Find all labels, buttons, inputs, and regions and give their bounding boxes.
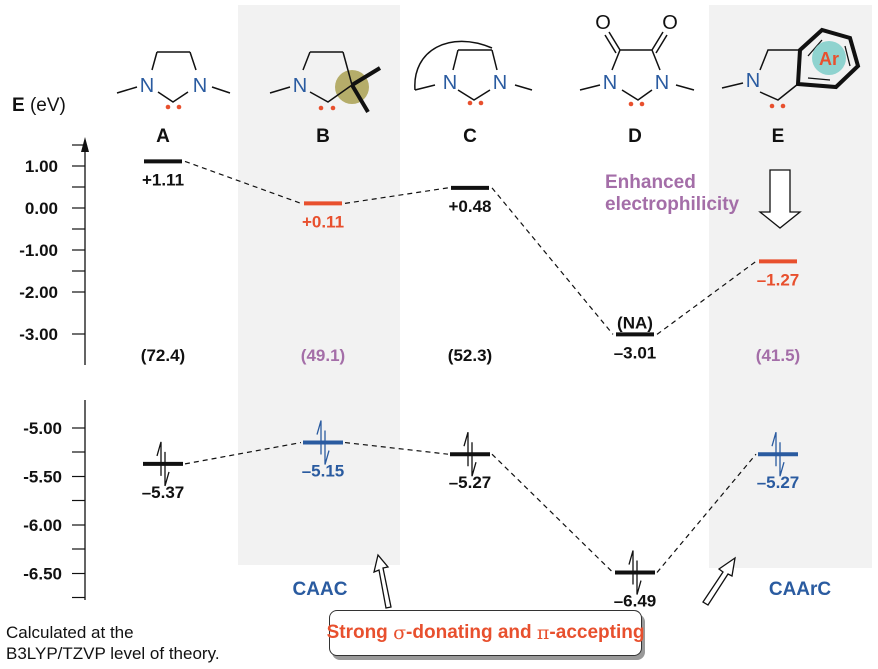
homo-connector bbox=[491, 453, 614, 573]
axis-tick-label: -1.00 bbox=[19, 241, 58, 260]
compound-label: E bbox=[772, 126, 785, 147]
molecule-d bbox=[579, 31, 695, 101]
svg-text:N: N bbox=[603, 72, 617, 94]
homo-value: –5.15 bbox=[302, 462, 345, 481]
compound-label: D bbox=[628, 126, 642, 147]
callout-text: Strong bbox=[326, 622, 394, 643]
axis-tick-label: 1.00 bbox=[25, 157, 58, 176]
energy-axis bbox=[81, 137, 89, 600]
callout-box: Strong σ -donating and π -accepting bbox=[326, 610, 645, 656]
caac-panel bbox=[238, 5, 400, 565]
svg-text:N: N bbox=[746, 70, 760, 92]
axis-tick-label: -2.00 bbox=[19, 283, 58, 302]
lumo-note: (NA) bbox=[617, 313, 653, 332]
lumo-value: +1.11 bbox=[142, 170, 184, 189]
electrophilicity-label-1: Enhanced bbox=[605, 172, 696, 193]
axis-tick-label: -5.00 bbox=[23, 419, 62, 438]
homo-connector bbox=[656, 453, 757, 573]
electron-up-arrow-icon bbox=[316, 420, 322, 455]
molecule-e: Ar bbox=[721, 27, 861, 101]
axis-label: E (eV) bbox=[12, 95, 66, 116]
compound-label: A bbox=[156, 126, 170, 147]
svg-text:O: O bbox=[595, 12, 611, 34]
lumo-value: –1.27 bbox=[757, 270, 800, 289]
lumo-connector bbox=[184, 160, 302, 204]
pi-symbol: π bbox=[536, 622, 550, 644]
callout-text: -donating and bbox=[406, 622, 537, 643]
electron-up-arrow-icon bbox=[628, 550, 634, 585]
svg-text:N: N bbox=[655, 72, 669, 94]
gap-value: (52.3) bbox=[448, 346, 492, 365]
electron-up-arrow-icon bbox=[463, 432, 469, 467]
axis-tick-label: 0.00 bbox=[25, 199, 58, 218]
svg-text:O: O bbox=[662, 12, 678, 34]
molecule-a bbox=[116, 51, 231, 103]
caac-label: CAAC bbox=[293, 579, 348, 600]
up-arrow-icon bbox=[702, 556, 736, 606]
homo-value: –5.27 bbox=[757, 473, 800, 492]
electron-down-arrow-icon bbox=[779, 442, 785, 477]
compound-label: B bbox=[316, 126, 330, 147]
footnote-line: Calculated at the bbox=[6, 623, 134, 642]
molecule-b bbox=[269, 51, 382, 114]
electron-down-arrow-icon bbox=[471, 442, 477, 477]
lumo-value: +0.48 bbox=[448, 197, 491, 216]
electrophilicity-label-2: electrophilicity bbox=[605, 194, 740, 215]
electron-down-arrow-icon bbox=[164, 451, 170, 487]
svg-text:N: N bbox=[193, 75, 207, 97]
homo-value: –5.37 bbox=[142, 483, 185, 502]
down-arrow-icon bbox=[758, 169, 802, 229]
molecule-c bbox=[414, 40, 533, 101]
footnote-line: B3LYP/TZVP level of theory. bbox=[6, 644, 220, 663]
gap-value: (41.5) bbox=[756, 346, 800, 365]
electron-down-arrow-icon bbox=[636, 560, 642, 595]
sigma-symbol: σ bbox=[393, 622, 407, 644]
compound-label: C bbox=[463, 126, 477, 147]
lumo-connector bbox=[656, 260, 757, 335]
homo-value: –5.27 bbox=[449, 473, 492, 492]
axis-tick-label: -3.00 bbox=[19, 325, 58, 344]
svg-text:N: N bbox=[443, 72, 457, 94]
footnote: Calculated at the B3LYP/TZVP level of th… bbox=[6, 622, 220, 664]
caarc-panel bbox=[709, 5, 872, 568]
lumo-value: +0.11 bbox=[302, 212, 344, 231]
up-arrow-icon bbox=[373, 553, 392, 609]
electron-down-arrow-icon bbox=[324, 430, 330, 465]
svg-text:N: N bbox=[140, 75, 154, 97]
lumo-connector bbox=[491, 187, 614, 335]
axis-tick-label: -6.00 bbox=[23, 516, 62, 535]
lumo-value: –3.01 bbox=[614, 343, 657, 362]
lone-pairs bbox=[165, 100, 786, 111]
atom-labels: N N N N N N N N O O bbox=[140, 12, 760, 97]
svg-text:N: N bbox=[293, 75, 307, 97]
homo-connector bbox=[184, 441, 302, 465]
axis-tick-label: -6.50 bbox=[23, 565, 62, 584]
aryl-label: Ar bbox=[819, 49, 839, 69]
gap-value: (72.4) bbox=[141, 346, 185, 365]
svg-text:N: N bbox=[493, 72, 507, 94]
gap-value: (49.1) bbox=[301, 346, 345, 365]
electron-up-arrow-icon bbox=[771, 432, 777, 467]
caarc-label: CAArC bbox=[769, 579, 832, 600]
axis-tick-label: -5.50 bbox=[23, 468, 62, 487]
homo-value: –6.49 bbox=[614, 592, 657, 611]
callout-text: -accepting bbox=[549, 622, 645, 643]
electron-up-arrow-icon bbox=[156, 441, 162, 476]
